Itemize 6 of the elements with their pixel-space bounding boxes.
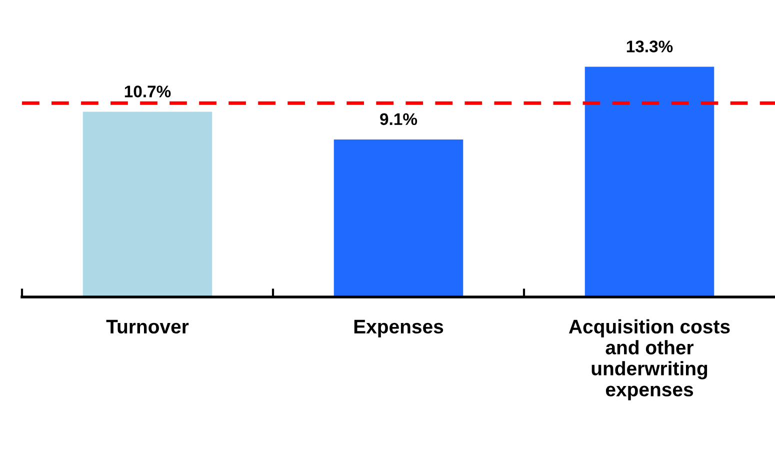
data-label: 9.1% xyxy=(380,113,418,126)
x-tick-label: Turnover xyxy=(106,320,189,334)
x-tick-label: Expenses xyxy=(354,320,444,338)
data-label: 10.7% xyxy=(124,86,171,98)
x-tick-label: Acquisition costs and other underwriting expenses xyxy=(568,319,730,400)
data-label: 13.3% xyxy=(626,40,673,52)
